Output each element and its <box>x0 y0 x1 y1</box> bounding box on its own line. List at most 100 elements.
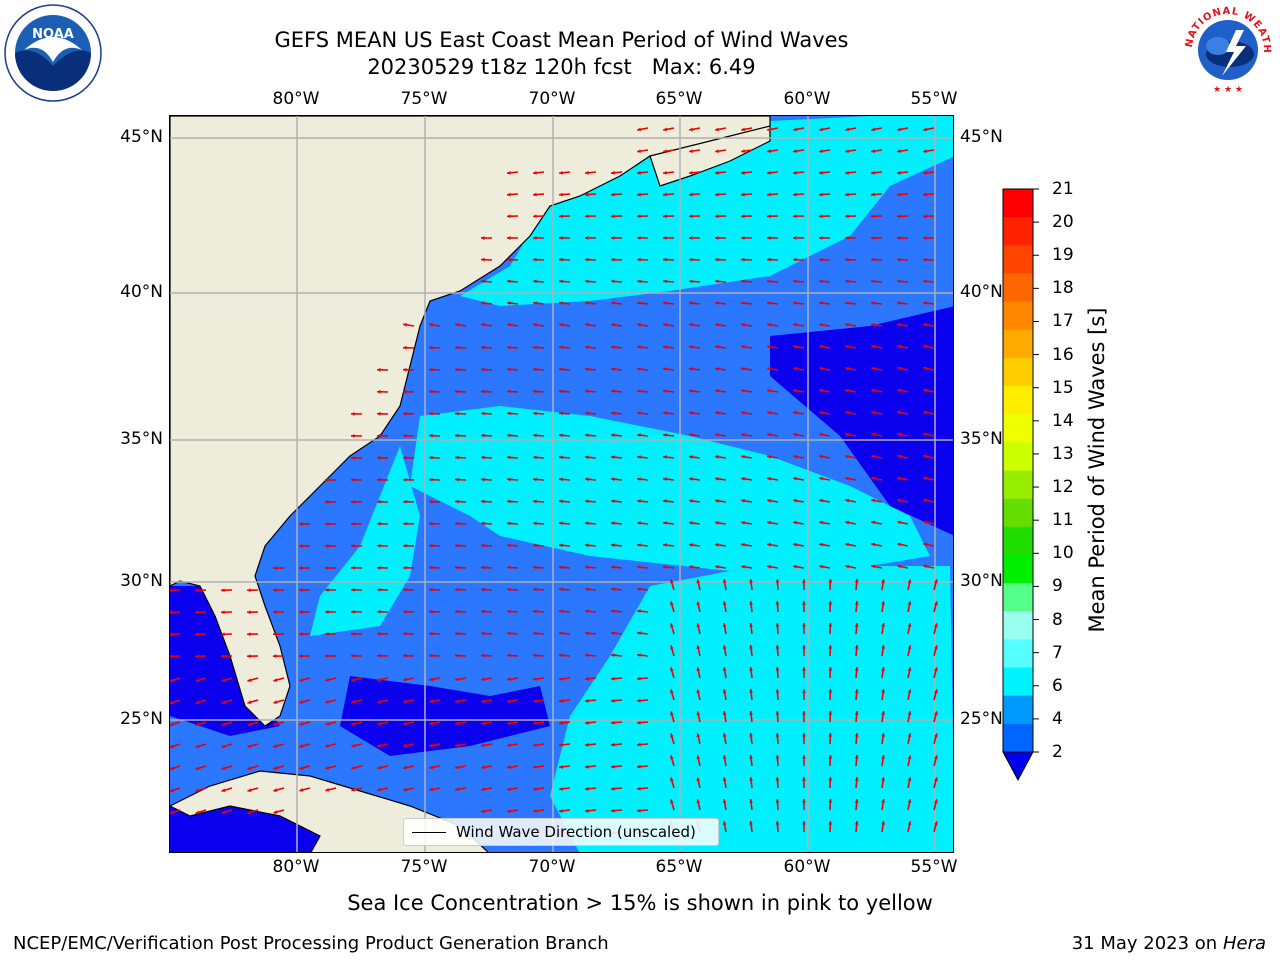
wave-direction-arrowhead <box>845 564 849 569</box>
wave-direction-arrowhead <box>696 667 701 672</box>
wave-direction-arrowhead <box>325 566 329 570</box>
wave-direction-arrowhead <box>611 521 615 526</box>
colorbar-segment <box>1003 723 1033 753</box>
wave-direction-arrowhead <box>170 588 173 593</box>
wave-direction-arrowhead <box>533 477 537 482</box>
wave-direction-arrowhead <box>403 765 408 770</box>
wave-direction-arrowhead <box>455 455 459 460</box>
wave-direction-arrowhead <box>845 542 849 547</box>
wave-direction-arrowhead <box>775 755 780 759</box>
wave-direction-arrowhead <box>819 192 823 197</box>
wave-direction-arrowhead <box>481 433 485 438</box>
wave-direction-arrowhead <box>819 214 823 219</box>
wave-direction-arrowhead <box>481 322 485 327</box>
wave-direction-arrowhead <box>934 777 938 782</box>
wave-direction-arrowhead <box>715 411 719 415</box>
wave-direction-arrowhead <box>533 345 537 350</box>
wave-direction-arrowhead <box>559 411 563 416</box>
wave-direction-arrowhead <box>585 808 589 813</box>
wave-direction-arrowhead <box>533 565 537 570</box>
wave-direction-arrowhead <box>507 787 511 792</box>
wave-direction-arrowhead <box>897 149 901 154</box>
lat-tick-left: 40°N <box>120 282 163 302</box>
wave-direction-arrowhead <box>481 743 485 748</box>
wave-direction-arrowhead <box>845 344 849 349</box>
wave-direction-arrowhead <box>351 653 355 658</box>
wave-direction-arrowhead <box>767 236 771 240</box>
wave-direction-arrowhead <box>481 721 485 726</box>
wave-direction-arrowhead <box>907 667 912 672</box>
wave-direction-arrowhead <box>854 821 859 825</box>
wave-direction-arrowhead <box>533 787 537 791</box>
wave-direction-arrowhead <box>559 587 563 592</box>
wave-direction-arrowhead <box>828 579 833 583</box>
wave-direction-arrowhead <box>559 543 563 548</box>
wave-direction-arrowhead <box>377 653 381 658</box>
wave-direction-arrowhead <box>195 810 200 815</box>
wave-direction-arrowhead <box>585 543 589 548</box>
svg-text:★ ★ ★: ★ ★ ★ <box>1213 85 1243 95</box>
wave-direction-arrowhead <box>767 564 771 569</box>
land-north-america <box>170 116 771 727</box>
wave-direction-arrowhead <box>801 711 806 715</box>
wave-direction-arrowhead <box>403 631 407 636</box>
wave-direction-arrowhead <box>481 499 485 504</box>
wave-direction-arrowhead <box>273 654 277 659</box>
wave-direction-arrowhead <box>793 257 797 262</box>
chart-title: GEFS MEAN US East Coast Mean Period of W… <box>274 28 849 52</box>
wave-direction-arrowhead <box>533 699 537 703</box>
wave-direction-arrowhead <box>819 520 823 525</box>
wave-direction-arrowhead <box>273 632 277 637</box>
colorbar-segment <box>1003 245 1033 274</box>
wave-direction-arrowhead <box>845 366 849 371</box>
wave-direction-arrowhead <box>481 389 485 394</box>
wave-direction-arrowhead <box>221 722 226 727</box>
wave-direction-arrowhead <box>247 632 251 637</box>
wave-direction-arrowhead <box>273 744 278 748</box>
wave-direction-arrowhead <box>273 766 278 770</box>
wave-direction-arrowhead <box>559 214 563 219</box>
wave-direction-arrowhead <box>637 345 641 350</box>
wave-direction-arrowhead <box>481 809 485 814</box>
wave-direction-arrowhead <box>611 322 615 327</box>
wave-direction-arrowhead <box>351 631 355 636</box>
wave-direction-arrowhead <box>923 279 927 284</box>
wave-direction-arrowhead <box>897 192 901 197</box>
wave-direction-arrowhead <box>637 477 641 482</box>
wave-direction-arrowhead <box>696 733 701 738</box>
wave-direction-arrowhead <box>881 645 886 649</box>
wave-direction-arrowhead <box>455 433 459 438</box>
noaa-logo: NOAA <box>4 4 102 102</box>
wave-direction-arrowhead <box>923 149 927 154</box>
wave-direction-arrowhead <box>923 170 927 175</box>
wave-direction-arrowhead <box>741 214 745 219</box>
wave-direction-arrowhead <box>689 565 693 569</box>
wave-direction-arrowhead <box>507 565 511 570</box>
wave-direction-arrowhead <box>793 520 797 525</box>
wave-direction-arrowhead <box>793 279 797 284</box>
colorbar-segment <box>1003 189 1033 218</box>
wave-direction-arrowhead <box>722 623 727 627</box>
wave-direction-arrowhead <box>429 787 434 792</box>
wave-direction-arrowhead <box>611 808 615 813</box>
wind-wave-direction-arrows <box>170 127 938 836</box>
wave-direction-arrowhead <box>585 367 589 372</box>
wave-direction-arrowhead <box>689 389 693 393</box>
wave-direction-arrowhead <box>325 721 330 726</box>
wave-direction-arrowhead <box>637 170 641 175</box>
colorbar-segment <box>1003 442 1033 471</box>
wave-direction-arrowhead <box>611 301 615 306</box>
wave-direction-arrowhead <box>637 433 641 438</box>
wave-direction-arrowhead <box>715 170 719 175</box>
colorbar <box>1002 188 1039 782</box>
wave-direction-arrowhead <box>429 609 433 614</box>
wave-direction-arrowhead <box>801 623 806 627</box>
wave-direction-arrowhead <box>611 477 615 482</box>
wave-direction-arrowhead <box>637 698 641 703</box>
wave-direction-arrowhead <box>455 367 459 372</box>
wave-direction-arrowhead <box>247 700 252 704</box>
wave-direction-arrowhead <box>722 711 727 715</box>
colorbar-segment <box>1003 611 1033 640</box>
wave-direction-arrowhead <box>247 610 251 615</box>
wave-direction-arrowhead <box>767 542 771 547</box>
